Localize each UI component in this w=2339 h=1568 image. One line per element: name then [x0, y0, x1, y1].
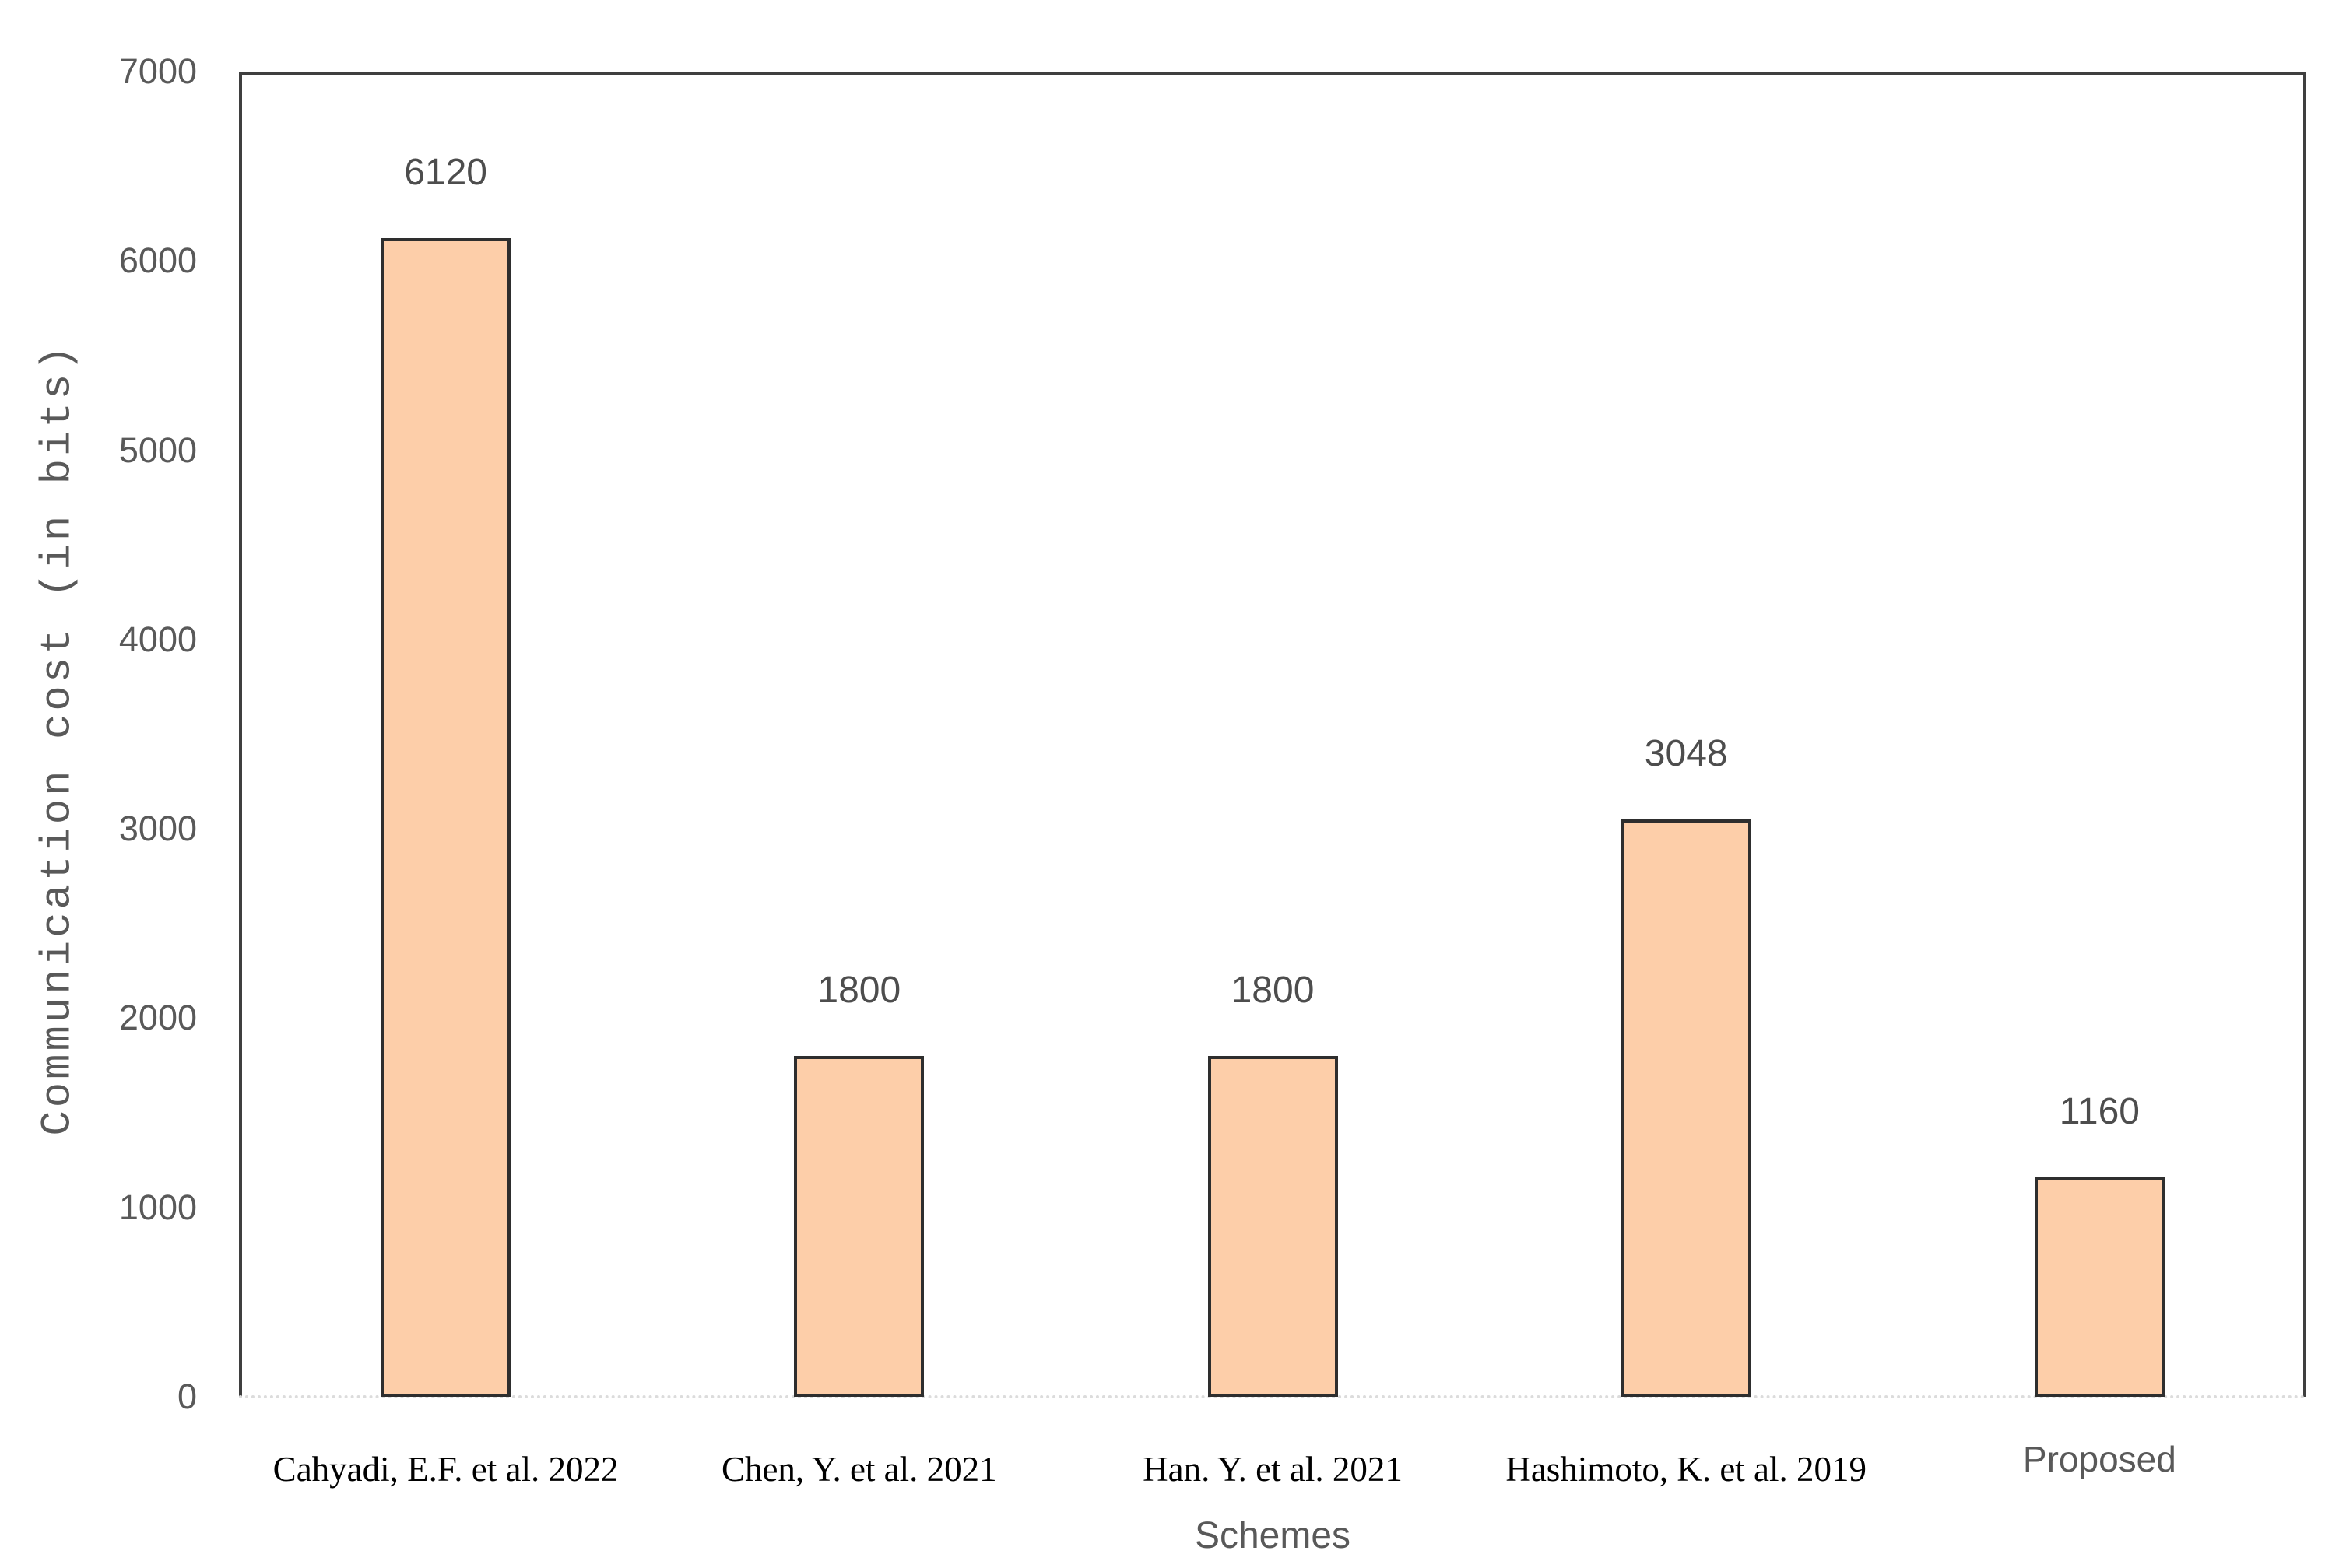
x-category-label: Chen, Y. et al. 2021	[721, 1450, 997, 1489]
bar	[1207, 1056, 1338, 1397]
y-tick-label: 1000	[118, 1187, 197, 1227]
bar	[381, 238, 511, 1397]
y-tick-label: 6000	[118, 240, 197, 281]
y-tick-label: 2000	[118, 998, 197, 1038]
x-category-label: Cahyadi, E.F. et al. 2022	[272, 1450, 619, 1489]
bar-value-label: 6120	[404, 152, 487, 194]
bar	[1621, 819, 1751, 1397]
y-tick-label: 5000	[118, 430, 197, 470]
x-category-label: Han. Y. et al. 2021	[1143, 1450, 1403, 1489]
bar	[2034, 1177, 2165, 1397]
y-tick-label: 4000	[118, 619, 197, 659]
bar-value-label: 1160	[2059, 1090, 2140, 1132]
y-tick-label: 7000	[118, 51, 197, 91]
bar-value-label: 3048	[1644, 733, 1728, 775]
bar-value-label: 1800	[1231, 970, 1315, 1012]
x-axis-title: Schemes	[1194, 1515, 1351, 1556]
x-axis-baseline	[239, 1395, 2306, 1398]
bar-value-label: 1800	[817, 970, 901, 1012]
y-tick-label: 0	[177, 1377, 197, 1416]
x-category-label: Hashimoto, K. et al. 2019	[1505, 1450, 1867, 1489]
y-tick-label: 3000	[118, 809, 197, 849]
x-category-label: Proposed	[2022, 1439, 2176, 1479]
bar	[794, 1056, 925, 1397]
